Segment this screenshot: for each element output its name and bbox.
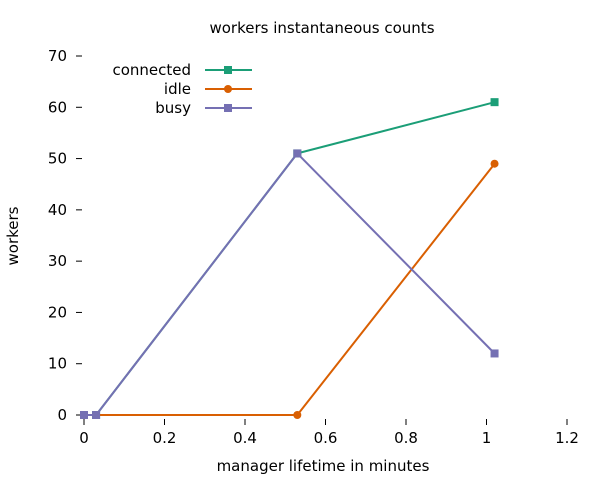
axis-ticks: 0 10 20 30 40 50 60 70 0 0.2 0.4 0.6 0.8 1 1.2	[48, 47, 579, 447]
y-tick-label: 20	[48, 303, 67, 321]
y-tick-label: 0	[57, 406, 67, 424]
legend-marker	[224, 66, 232, 74]
legend-label: connected	[112, 61, 191, 79]
data-point-busy	[293, 149, 302, 158]
data-point-busy	[80, 411, 88, 419]
series-line-busy	[84, 152, 496, 416]
x-tick-label: 1.2	[555, 429, 579, 447]
x-tick-label: 0.6	[314, 429, 338, 447]
data-point-busy	[490, 349, 499, 358]
y-tick-label: 50	[48, 150, 67, 168]
data-point-connected	[490, 98, 499, 107]
series-idle	[80, 159, 499, 419]
data-point-busy	[92, 411, 101, 419]
legend-marker	[224, 85, 232, 93]
y-tick-label: 60	[48, 98, 67, 116]
x-axis-label: manager lifetime in minutes	[217, 457, 430, 475]
x-tick-label: 0.2	[153, 429, 177, 447]
legend-marker	[224, 104, 232, 112]
x-tick-label: 1	[482, 429, 492, 447]
legend-label: busy	[155, 99, 191, 117]
legend-item-idle: idle	[164, 80, 252, 98]
y-tick-label: 10	[48, 355, 67, 373]
y-axis-label: workers	[4, 206, 22, 265]
series-line-idle	[84, 163, 496, 416]
data-point-idle	[490, 159, 499, 168]
chart-title: workers instantaneous counts	[209, 19, 434, 37]
series-busy	[80, 149, 499, 419]
legend-item-connected: connected	[112, 61, 252, 79]
data-point-idle	[293, 411, 302, 419]
legend-label: idle	[164, 80, 191, 98]
y-tick-label: 30	[48, 252, 67, 270]
series-layer	[80, 98, 499, 419]
legend-item-busy: busy	[155, 99, 252, 117]
y-tick-label: 40	[48, 201, 67, 219]
series-connected	[80, 98, 499, 419]
series-line-connected	[84, 101, 495, 416]
x-tick-label: 0.4	[233, 429, 257, 447]
y-tick-label: 70	[48, 47, 67, 65]
x-tick-label: 0.8	[394, 429, 418, 447]
x-tick-label: 0	[79, 429, 89, 447]
